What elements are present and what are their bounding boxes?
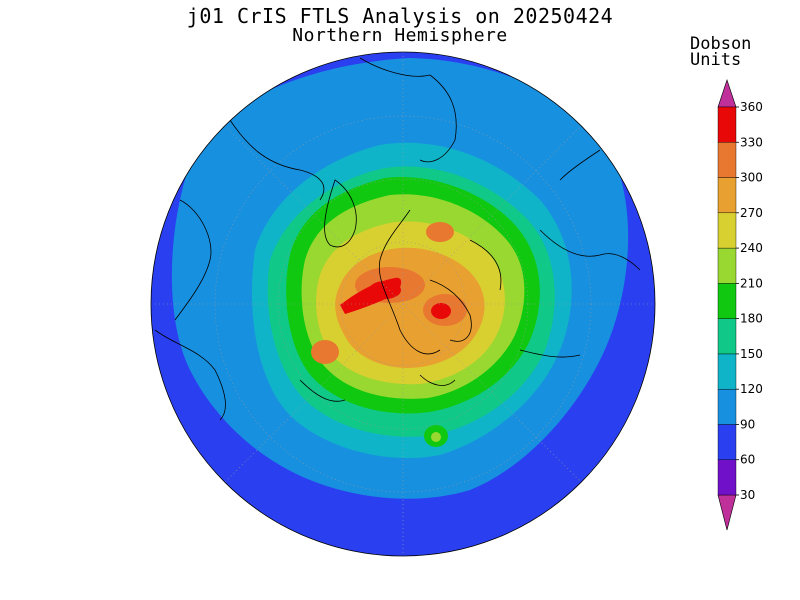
colorbar-segment-lt30 <box>717 494 737 531</box>
colorbar-tick-label-360: 360 <box>740 100 763 114</box>
map-title: j01 CrIS FTLS Analysis on 20250424 <box>186 4 614 28</box>
colorbar-segment-300-330 <box>717 142 737 178</box>
colorbar-tick-label-120: 120 <box>740 382 763 396</box>
region-ozone-max-c <box>369 281 401 299</box>
colorbar-tick-label-30: 30 <box>740 488 755 502</box>
colorbar-tick-label-150: 150 <box>740 347 763 361</box>
ozone-field <box>151 52 655 556</box>
colorbar-tick-label-300: 300 <box>740 171 763 185</box>
colorbar-tick-label-330: 330 <box>740 135 763 149</box>
colorbar-segment-180-210 <box>717 283 737 319</box>
colorbar-segment-120-150 <box>717 353 737 390</box>
colorbar-segment-60-90 <box>717 424 737 460</box>
region-vortex-core-orange-d <box>311 340 339 364</box>
colorbar-segment-gt360 <box>717 79 737 108</box>
colorbar-tick-label-180: 180 <box>740 312 763 326</box>
colorbar-tick-label-240: 240 <box>740 241 763 255</box>
colorbar-tick-label-270: 270 <box>740 206 763 220</box>
colorbar-segment-90-120 <box>717 388 737 425</box>
colorbar-segment-150-180 <box>717 318 737 355</box>
graticule <box>151 52 655 556</box>
colorbar-segment-210-240 <box>717 247 737 284</box>
map-subtitle: Northern Hemisphere <box>292 25 508 46</box>
region-vortex-core-orange-c <box>426 222 454 242</box>
colorbar-segment-30-60 <box>717 459 737 496</box>
units-label-line1: Dobson <box>690 34 752 54</box>
region-ozone-max-b <box>431 303 451 319</box>
colorbar-segment-330-360 <box>717 106 737 143</box>
colorbar-segment-270-300 <box>717 177 737 214</box>
map-border <box>150 51 656 557</box>
colorbar-segment-240-270 <box>717 212 737 249</box>
colorbar-tick-label-210: 210 <box>740 276 763 290</box>
colorbar-tick-label-60: 60 <box>740 453 755 467</box>
coastlines <box>154 57 641 421</box>
region-isolated-blob-inner <box>431 432 441 442</box>
units-label-line2: Units <box>690 50 742 70</box>
colorbar-tick-label-90: 90 <box>740 417 755 431</box>
